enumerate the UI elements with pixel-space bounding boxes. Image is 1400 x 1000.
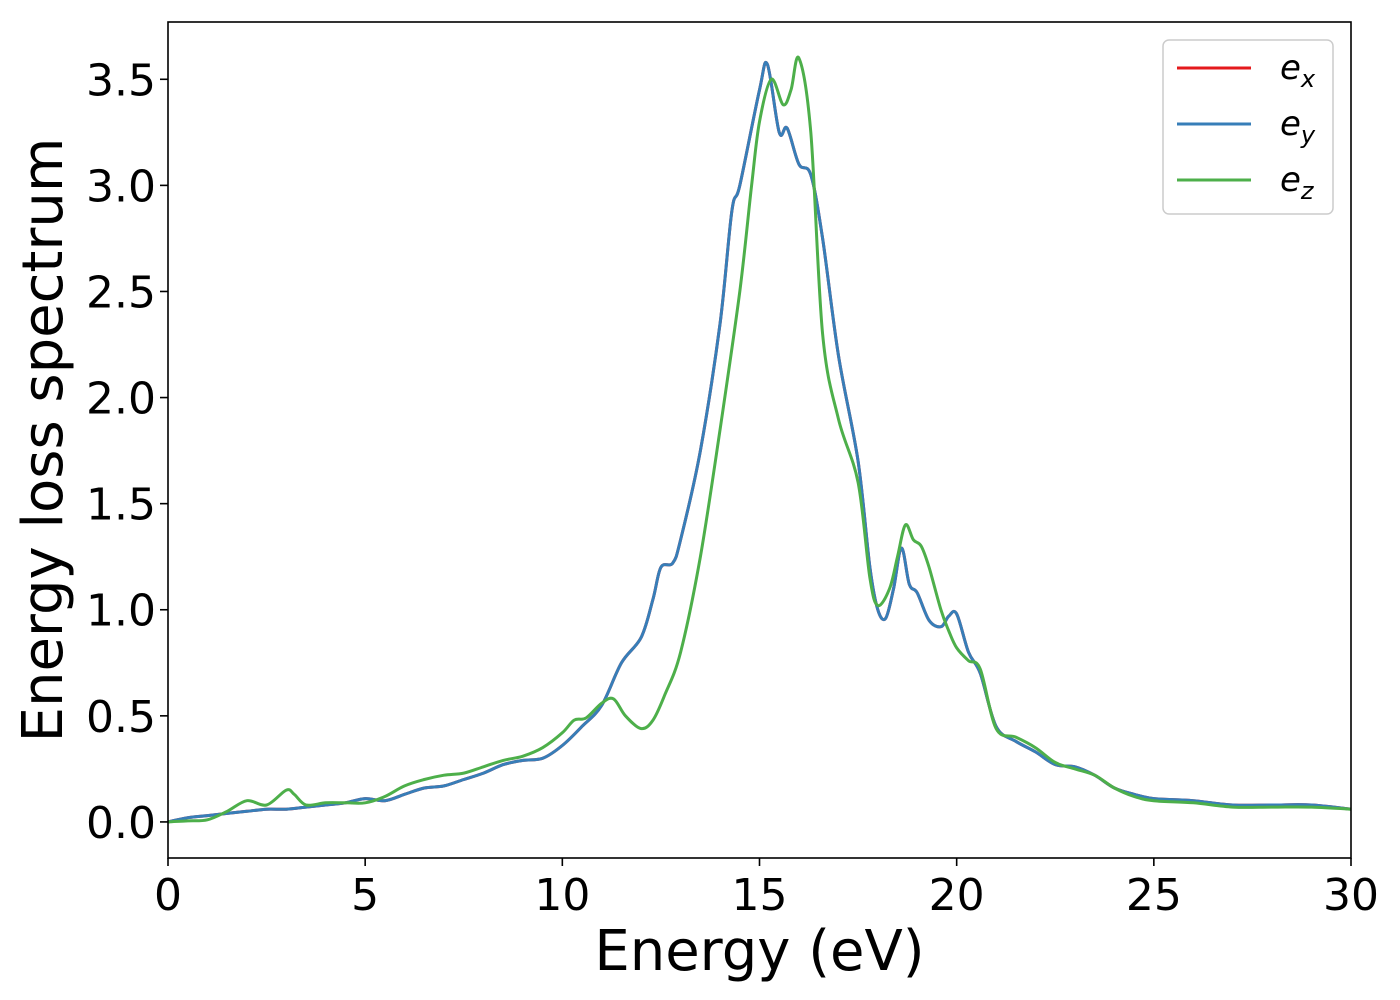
x-axis: 0 5 10 15 20 25 30 xyxy=(154,858,1379,921)
x-tick-label: 30 xyxy=(1323,870,1379,921)
x-tick-label: 10 xyxy=(534,870,590,921)
series-line-ez xyxy=(167,55,1352,824)
x-tick-label: 0 xyxy=(154,870,182,921)
legend-label-ex: ex xyxy=(1280,48,1316,93)
y-tick-label: 1.0 xyxy=(86,586,156,637)
y-tick-label: 2.5 xyxy=(86,267,156,318)
y-tick-label: 3.0 xyxy=(86,161,156,212)
x-tick-label: 15 xyxy=(732,870,788,921)
legend-label-ey: ey xyxy=(1280,104,1316,149)
y-tick-label: 3.5 xyxy=(86,55,156,106)
legend: ex ey ez xyxy=(1162,39,1334,215)
x-tick-label: 25 xyxy=(1126,870,1182,921)
series-line-ey xyxy=(167,61,1352,824)
legend-label-ez: ez xyxy=(1280,160,1315,205)
x-tick-label: 5 xyxy=(351,870,379,921)
x-tick-label: 20 xyxy=(929,870,985,921)
x-axis-label: Energy (eV) xyxy=(594,919,924,984)
plot-area xyxy=(167,55,1352,824)
y-tick-label: 0.0 xyxy=(86,798,156,849)
y-axis: 0.0 0.5 1.0 1.5 2.0 2.5 3.0 3.5 xyxy=(86,55,168,849)
y-tick-label: 2.0 xyxy=(86,374,156,425)
y-tick-label: 1.5 xyxy=(86,480,156,531)
legend-box xyxy=(1162,39,1334,215)
y-tick-label: 0.5 xyxy=(86,692,156,743)
y-axis-label: Energy loss spectrum xyxy=(11,138,76,743)
